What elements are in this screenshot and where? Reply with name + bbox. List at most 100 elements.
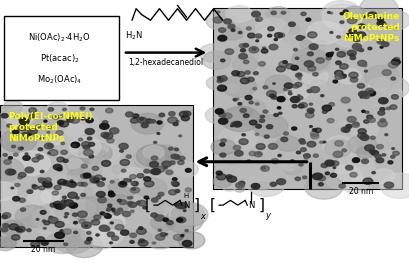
Circle shape	[185, 188, 191, 192]
Circle shape	[81, 164, 87, 168]
Circle shape	[234, 185, 244, 192]
Circle shape	[218, 85, 224, 89]
Circle shape	[152, 242, 155, 244]
Text: [: [	[209, 198, 215, 213]
Text: Ni(OAc)$_2$$\cdot$4H$_2$O: Ni(OAc)$_2$$\cdot$4H$_2$O	[28, 32, 90, 44]
Circle shape	[320, 163, 327, 168]
Circle shape	[81, 193, 85, 196]
Circle shape	[97, 182, 104, 186]
Circle shape	[184, 230, 188, 232]
Circle shape	[38, 148, 43, 151]
Circle shape	[180, 235, 183, 237]
Circle shape	[389, 105, 396, 109]
Circle shape	[64, 200, 74, 206]
Circle shape	[81, 118, 85, 120]
Circle shape	[256, 144, 265, 149]
Circle shape	[213, 17, 222, 23]
Bar	[4, 16, 119, 100]
Circle shape	[340, 176, 366, 193]
Circle shape	[353, 31, 356, 33]
Circle shape	[108, 220, 123, 229]
Circle shape	[48, 126, 51, 128]
Circle shape	[256, 182, 269, 190]
Circle shape	[343, 6, 365, 21]
Circle shape	[70, 184, 76, 188]
Circle shape	[61, 200, 66, 203]
Circle shape	[259, 119, 264, 122]
Circle shape	[352, 158, 359, 162]
Circle shape	[83, 149, 93, 156]
Circle shape	[118, 182, 126, 187]
Circle shape	[357, 129, 365, 134]
Circle shape	[393, 28, 396, 30]
Circle shape	[219, 143, 224, 146]
Circle shape	[143, 146, 164, 159]
Circle shape	[271, 95, 276, 99]
Circle shape	[29, 114, 31, 116]
Circle shape	[334, 141, 342, 146]
Circle shape	[171, 154, 178, 159]
Circle shape	[363, 120, 368, 123]
Circle shape	[239, 108, 246, 113]
Circle shape	[59, 124, 63, 126]
Circle shape	[272, 83, 274, 84]
Circle shape	[338, 184, 345, 188]
Circle shape	[61, 205, 65, 208]
Circle shape	[81, 183, 87, 186]
Circle shape	[157, 121, 162, 124]
Circle shape	[340, 97, 349, 103]
Circle shape	[89, 233, 115, 249]
Circle shape	[345, 165, 352, 170]
Circle shape	[67, 118, 74, 122]
Circle shape	[57, 157, 64, 162]
Circle shape	[351, 44, 361, 49]
Circle shape	[64, 216, 67, 218]
Circle shape	[19, 198, 25, 202]
Circle shape	[167, 117, 177, 123]
Circle shape	[175, 190, 179, 193]
Circle shape	[285, 84, 309, 99]
Circle shape	[67, 158, 82, 169]
Circle shape	[309, 80, 326, 91]
Text: ]: ]	[258, 198, 264, 213]
Circle shape	[160, 232, 166, 236]
Circle shape	[181, 115, 189, 121]
Circle shape	[151, 198, 157, 202]
Circle shape	[182, 240, 191, 247]
Circle shape	[169, 203, 204, 225]
Circle shape	[97, 159, 133, 182]
Circle shape	[294, 57, 298, 59]
Circle shape	[130, 241, 134, 243]
Circle shape	[245, 83, 259, 92]
Circle shape	[230, 125, 233, 127]
Circle shape	[242, 43, 248, 47]
Circle shape	[349, 54, 353, 56]
Circle shape	[334, 74, 342, 79]
Circle shape	[48, 108, 54, 111]
Circle shape	[173, 155, 179, 159]
Circle shape	[0, 158, 23, 181]
Circle shape	[41, 241, 48, 245]
Circle shape	[236, 72, 244, 77]
Circle shape	[230, 45, 258, 63]
Circle shape	[335, 48, 338, 50]
Circle shape	[345, 33, 352, 38]
Circle shape	[299, 103, 307, 108]
Circle shape	[72, 144, 76, 147]
Circle shape	[44, 143, 53, 149]
Circle shape	[375, 158, 383, 163]
Circle shape	[38, 178, 42, 180]
Circle shape	[176, 218, 182, 222]
Circle shape	[40, 170, 44, 173]
Circle shape	[227, 176, 236, 182]
Circle shape	[101, 178, 105, 180]
Circle shape	[280, 137, 287, 141]
Circle shape	[255, 18, 288, 39]
Circle shape	[225, 84, 239, 93]
Circle shape	[301, 68, 328, 85]
Circle shape	[346, 18, 356, 24]
Circle shape	[58, 182, 62, 184]
Text: N: N	[182, 201, 189, 210]
Circle shape	[159, 113, 164, 117]
Text: ]: ]	[193, 198, 199, 213]
